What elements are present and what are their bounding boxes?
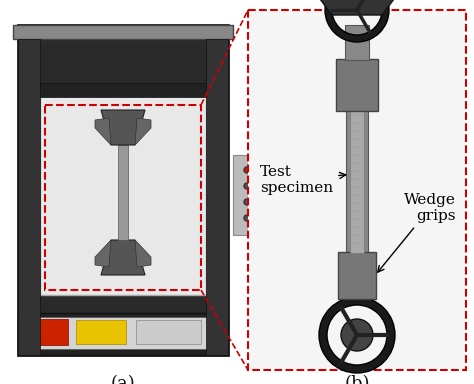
- Bar: [346, 70, 368, 298]
- Circle shape: [244, 215, 250, 221]
- Text: Test
specimen: Test specimen: [260, 165, 346, 195]
- Bar: [28, 319, 68, 345]
- Polygon shape: [101, 110, 145, 145]
- Bar: [248, 10, 466, 370]
- FancyBboxPatch shape: [336, 59, 378, 111]
- Polygon shape: [101, 240, 145, 275]
- Bar: [233, 155, 261, 235]
- Circle shape: [341, 319, 373, 351]
- Circle shape: [244, 167, 250, 173]
- Bar: [118, 145, 128, 240]
- Bar: [40, 90, 206, 295]
- FancyBboxPatch shape: [18, 25, 228, 355]
- Bar: [206, 39, 228, 355]
- Bar: [136, 320, 201, 344]
- Circle shape: [244, 183, 250, 189]
- Bar: [76, 320, 126, 344]
- Bar: [18, 83, 228, 97]
- Polygon shape: [135, 240, 151, 267]
- Bar: [18, 313, 228, 355]
- Text: Wedge
grips: Wedge grips: [378, 193, 456, 272]
- Text: (b): (b): [344, 375, 370, 384]
- Bar: [13, 25, 233, 39]
- Polygon shape: [135, 118, 151, 145]
- Bar: [26, 317, 220, 349]
- FancyBboxPatch shape: [338, 252, 376, 299]
- Bar: [45, 105, 201, 290]
- Circle shape: [244, 199, 250, 205]
- Text: (a): (a): [110, 375, 136, 384]
- Polygon shape: [317, 0, 397, 15]
- Bar: [345, 25, 369, 60]
- Polygon shape: [95, 118, 111, 145]
- Bar: [18, 39, 40, 355]
- Polygon shape: [95, 240, 111, 267]
- Bar: [350, 110, 364, 253]
